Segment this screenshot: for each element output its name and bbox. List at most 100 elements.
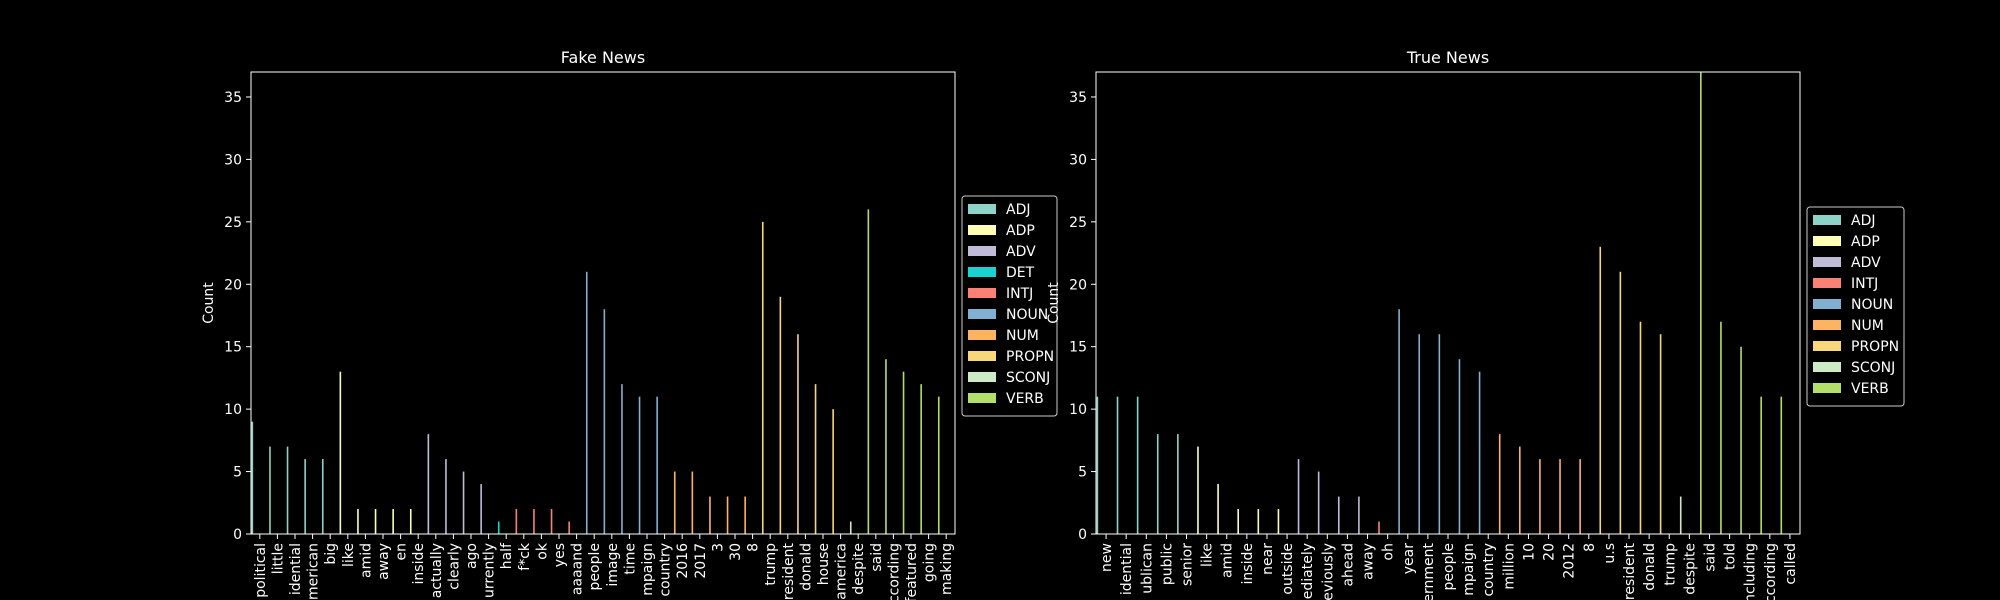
bar-10 bbox=[1519, 446, 1521, 534]
bar-called bbox=[1780, 396, 1783, 534]
bar-told bbox=[1720, 321, 1722, 534]
y-axis-label: Count bbox=[201, 282, 217, 324]
legend-swatch-propn bbox=[968, 351, 996, 361]
x-tick-label: 20 bbox=[1542, 543, 1558, 561]
x-tick-label: ublican bbox=[1139, 543, 1155, 594]
y-tick-label: 10 bbox=[1069, 402, 1087, 418]
x-tick-label: outside bbox=[1280, 543, 1296, 595]
bar-country bbox=[1478, 371, 1481, 534]
x-tick-label: despite bbox=[1682, 543, 1698, 595]
bar-people bbox=[585, 271, 588, 534]
bar-3 bbox=[709, 496, 711, 534]
bar-house bbox=[814, 384, 817, 534]
x-tick-label: eviously bbox=[1320, 543, 1336, 600]
bar-big bbox=[321, 459, 324, 534]
x-tick-label: america bbox=[834, 543, 850, 600]
bar-en bbox=[392, 509, 394, 534]
legend-label-verb: VERB bbox=[1851, 381, 1889, 397]
x-tick-label: despite bbox=[851, 543, 867, 595]
y-tick-label: 30 bbox=[1069, 152, 1087, 168]
bar-2016 bbox=[673, 471, 676, 534]
bar-outside bbox=[1277, 509, 1280, 534]
bar-30 bbox=[726, 496, 729, 534]
x-tick-label: ccording bbox=[1763, 543, 1779, 600]
legend-swatch-noun bbox=[968, 309, 996, 319]
legend-label-propn: PROPN bbox=[1851, 339, 1899, 355]
x-tick-label: away bbox=[1361, 543, 1377, 580]
legend-swatch-num bbox=[1813, 320, 1841, 330]
bar-inside bbox=[409, 509, 412, 534]
x-tick-label: trump bbox=[763, 543, 779, 586]
x-tick-label: aaaand bbox=[570, 543, 586, 595]
legend-swatch-num bbox=[968, 330, 996, 340]
bar-8 bbox=[1579, 459, 1581, 534]
x-tick-label: 30 bbox=[728, 543, 744, 561]
bar-idential bbox=[1116, 396, 1119, 534]
x-tick-label: donald bbox=[1642, 543, 1658, 591]
bar-country bbox=[656, 396, 658, 534]
x-tick-label: near bbox=[1260, 543, 1276, 575]
legend-label-num: NUM bbox=[1851, 318, 1884, 334]
x-tick-label: 8 bbox=[1582, 543, 1598, 552]
y-axis-label: Count bbox=[1046, 282, 1062, 324]
legend-label-det: DET bbox=[1006, 265, 1035, 281]
legend-label-intj: INTJ bbox=[1006, 286, 1033, 302]
x-tick-label: featured bbox=[904, 543, 920, 600]
x-tick-label: going bbox=[922, 543, 938, 582]
bar-u.s bbox=[1599, 246, 1602, 535]
legend-swatch-verb bbox=[1813, 383, 1841, 393]
x-tick-label: new bbox=[1099, 543, 1115, 572]
x-tick-label: like bbox=[341, 543, 357, 567]
x-tick-label: ago bbox=[464, 543, 480, 569]
bar-going bbox=[920, 384, 922, 534]
x-tick-label: house bbox=[816, 543, 832, 585]
bar-political bbox=[251, 421, 254, 534]
bar-eviously bbox=[1317, 471, 1320, 534]
chart-title: True News bbox=[1406, 48, 1489, 67]
x-tick-label: away bbox=[376, 543, 392, 580]
bar-amid bbox=[1217, 484, 1219, 534]
legend-swatch-intj bbox=[1813, 278, 1841, 288]
x-tick-label: country bbox=[1481, 543, 1497, 597]
legend-swatch-propn bbox=[1813, 341, 1841, 351]
bar-donald bbox=[797, 334, 799, 534]
legend-box bbox=[1806, 206, 1905, 407]
legend-swatch-adp bbox=[968, 225, 996, 235]
bar-8 bbox=[744, 496, 746, 534]
legend-swatch-sconj bbox=[1813, 362, 1841, 372]
bar-clearly bbox=[445, 459, 447, 534]
bar-2012 bbox=[1559, 459, 1561, 534]
plot-frame bbox=[250, 71, 956, 535]
x-tick-label: amid bbox=[1220, 543, 1236, 578]
x-tick-label: said bbox=[1702, 543, 1718, 572]
x-tick-label: idential bbox=[1119, 543, 1135, 595]
bar-like bbox=[1197, 446, 1199, 534]
x-tick-label: time bbox=[622, 543, 638, 575]
x-tick-label: trump bbox=[1662, 543, 1678, 586]
legend: ADJ ADP ADV DET INTJ NOUN NUM PROPN SCONJ VERB bbox=[961, 195, 1058, 417]
bar-away bbox=[1358, 496, 1360, 534]
x-tick-label: inside bbox=[1240, 543, 1256, 584]
legend: ADJ ADP ADV INTJ NOUN NUM PROPN SCONJ VERB bbox=[1806, 206, 1905, 407]
x-tick-label: ahead bbox=[1340, 543, 1356, 587]
bar-idential bbox=[286, 446, 289, 534]
x-tick-label: said bbox=[869, 543, 885, 572]
bar-image bbox=[603, 309, 606, 534]
bar-like bbox=[339, 371, 342, 534]
bar-merican bbox=[304, 459, 306, 534]
x-tick-label: big bbox=[323, 543, 339, 565]
x-tick-label: amid bbox=[358, 543, 374, 578]
y-tick-label: 35 bbox=[1069, 90, 1087, 106]
x-tick-label: half bbox=[499, 542, 515, 569]
bar-f*ck bbox=[515, 509, 518, 534]
legend-swatch-sconj bbox=[968, 372, 996, 382]
bar-aaaand bbox=[568, 521, 570, 534]
bar-ccording bbox=[885, 359, 887, 534]
bar-new bbox=[1096, 396, 1099, 534]
bar-featured bbox=[902, 371, 905, 534]
y-tick-label: 20 bbox=[1069, 277, 1087, 293]
y-tick-label: 35 bbox=[224, 90, 242, 106]
legend-swatch-adj bbox=[1813, 215, 1841, 225]
x-tick-label: political bbox=[253, 543, 269, 598]
